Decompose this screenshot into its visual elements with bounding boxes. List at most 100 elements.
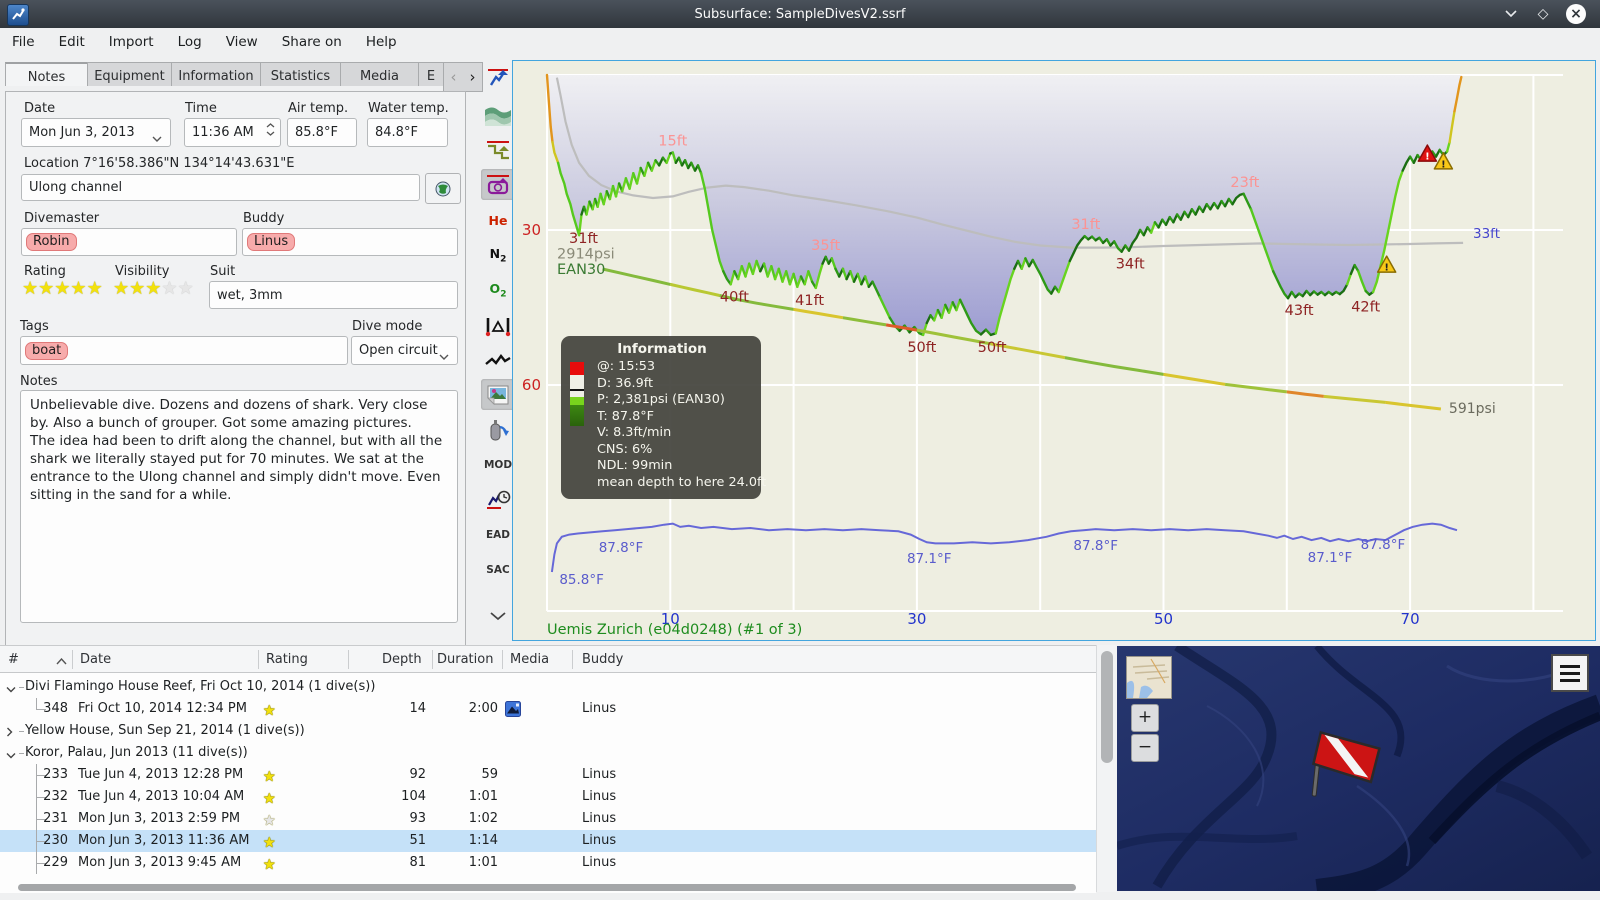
toolbar-scroll-down-icon[interactable] [481, 601, 515, 632]
dive-list-horizontal-scrollbar[interactable] [18, 884, 1076, 891]
column-separator[interactable] [502, 650, 503, 669]
divemode-select[interactable]: Open circuit [351, 336, 458, 365]
toolbar-mod-icon[interactable]: MOD [483, 458, 513, 471]
dive-list-vertical-scrollbar[interactable] [1096, 645, 1117, 892]
watertemp-field[interactable]: 84.8°F [367, 118, 448, 147]
column-header-depth[interactable]: Depth [382, 652, 422, 667]
media-photo-icon[interactable] [505, 701, 521, 721]
buddy-field[interactable]: Linus [242, 228, 458, 256]
tags-field[interactable]: boat [20, 336, 348, 365]
visibility-stars[interactable]: ★★★★★ [113, 278, 194, 299]
svg-text:85.8°F: 85.8°F [559, 572, 604, 588]
collapse-arrow-icon[interactable] [6, 682, 16, 697]
tags-label: Tags [20, 319, 49, 334]
close-button[interactable]: × [1566, 4, 1586, 24]
toolbar-ruler-icon[interactable] [481, 310, 515, 341]
airtemp-field[interactable]: 85.8°F [287, 118, 357, 147]
menu-edit[interactable]: Edit [58, 34, 85, 50]
minimize-button[interactable] [1500, 3, 1522, 25]
column-header-rating[interactable]: Rating [266, 652, 308, 667]
column-separator[interactable] [572, 650, 573, 669]
toolbar-nitrogen-icon[interactable]: N2 [489, 246, 507, 265]
tab-scroll-left-icon[interactable]: ‹ [450, 68, 457, 86]
tag-chip[interactable]: boat [25, 341, 69, 360]
collapse-arrow-icon[interactable] [6, 748, 16, 763]
toolbar-dc-ceiling-icon[interactable] [481, 169, 515, 200]
tab-notes[interactable]: Notes [5, 62, 87, 86]
column-header-duration[interactable]: Duration [437, 652, 494, 667]
column-separator[interactable] [72, 650, 73, 669]
toolbar-heartrate-icon[interactable] [481, 345, 515, 376]
scrollbar-thumb[interactable] [1101, 651, 1113, 763]
dive-row-230[interactable]: 230 Mon Jun 3, 2013 11:36 AM 51 1:14 Linus ★ ★… [0, 830, 1096, 852]
rating-stars[interactable]: ★★★★★ [22, 278, 103, 299]
column-header-num[interactable]: # [8, 652, 19, 667]
suit-field[interactable]: wet, 3mm [209, 281, 458, 309]
dive-row-232[interactable]: 232 Tue Jun 4, 2013 10:04 AM 104 1:01 Linus ★… [0, 786, 1096, 808]
dive-row-231[interactable]: 231 Mon Jun 3, 2013 2:59 PM 93 1:02 Linus ★ ★ ★… [0, 808, 1096, 830]
maximize-button[interactable]: ◇ [1537, 6, 1549, 22]
dive-row-233[interactable]: 233 Tue Jun 4, 2013 12:28 PM 92 59 Linus ★ ★ ★ ★… [0, 764, 1096, 786]
map-menu-button[interactable] [1551, 654, 1589, 692]
column-separator[interactable] [432, 650, 433, 669]
menu-file[interactable]: File [12, 34, 35, 50]
map-overview-thumbnail[interactable] [1126, 656, 1172, 699]
column-header-date[interactable]: Date [80, 652, 112, 667]
notes-textarea[interactable]: Unbelievable dive. Dozens and dozens of … [20, 390, 458, 623]
dive-profile-panel[interactable]: 10 30 50 70 30 60 15ft 40ft 41ft 35ft 50ft 50ft 31ft… [512, 60, 1596, 641]
toolbar-oxygen-icon[interactable]: O2 [489, 281, 507, 300]
tab-media[interactable]: Media [340, 62, 418, 86]
column-header-buddy[interactable]: Buddy [582, 652, 624, 667]
menu-share-on[interactable]: Share on [281, 34, 342, 50]
dive-trip-row[interactable]: Divi Flamingo House Reef, Fri Oct 10, 20… [0, 676, 1096, 698]
toolbar-photos-icon[interactable] [481, 379, 515, 410]
toolbar-dc-ascent-icon[interactable] [481, 62, 515, 93]
time-spinner[interactable] [266, 123, 275, 136]
menu-log[interactable]: Log [177, 34, 202, 50]
map-globe-button[interactable] [425, 173, 461, 204]
column-separator[interactable] [348, 650, 349, 669]
tab-scroll-buttons[interactable]: ‹ › [443, 62, 483, 92]
menu-help[interactable]: Help [365, 34, 397, 50]
tab-e[interactable]: E [418, 62, 443, 86]
menu-import[interactable]: Import [108, 34, 154, 50]
profile-danger-icon[interactable]: ! [1417, 144, 1438, 163]
map-zoom-in-button[interactable]: + [1131, 704, 1159, 732]
divemaster-chip[interactable]: Robin [26, 233, 77, 251]
dive-trip-row[interactable]: Yellow House, Sun Sep 21, 2014 (1 dive(s… [0, 720, 1096, 742]
expand-arrow-icon[interactable] [6, 726, 13, 741]
dive-trip-row[interactable]: Koror, Palau, Jun 2013 (11 dive(s)) [0, 742, 1096, 764]
buddy-chip[interactable]: Linus [247, 233, 296, 251]
toolbar-ndl-icon[interactable] [481, 484, 515, 515]
toolbar-helium-icon[interactable]: He [488, 213, 508, 228]
tree-line [19, 687, 24, 688]
watertemp-label: Water temp. [368, 101, 449, 116]
toolbar-tank-icon[interactable] [481, 414, 515, 445]
location-field[interactable]: Ulong channel [21, 174, 420, 201]
dive-site-map[interactable]: + − [1117, 646, 1600, 891]
profile-warning-icon[interactable]: ! [1433, 152, 1454, 171]
toolbar-ead-icon[interactable]: EAD [485, 528, 510, 541]
tree-line [36, 775, 46, 776]
trip-label: Yellow House, Sun Sep 21, 2014 (1 dive(s… [25, 723, 305, 738]
time-field[interactable]: 11:36 AM [184, 118, 281, 147]
toolbar-sac-icon[interactable]: SAC [486, 563, 510, 576]
star-icon: ★ [263, 769, 276, 785]
divemaster-field[interactable]: Robin [21, 228, 237, 256]
dive-row-229[interactable]: 229 Mon Jun 3, 2013 9:45 AM 81 1:01 Linus ★ ★ ★… [0, 852, 1096, 874]
toolbar-waves-icon[interactable] [481, 99, 515, 130]
toolbar-ceiling-icon[interactable] [481, 134, 515, 165]
column-separator[interactable] [258, 650, 259, 669]
tab-information[interactable]: Information [171, 62, 260, 86]
tab-equipment[interactable]: Equipment [87, 62, 171, 86]
tab-statistics[interactable]: Statistics [260, 62, 340, 86]
date-field[interactable]: Mon Jun 3, 2013 [21, 118, 171, 147]
tab-scroll-right-icon[interactable]: › [469, 68, 476, 86]
menu-view[interactable]: View [225, 34, 258, 50]
map-zoom-out-button[interactable]: − [1131, 734, 1159, 762]
star-icon: ★ [263, 813, 276, 829]
dive-row-348[interactable]: 348 Fri Oct 10, 2014 12:34 PM 14 2:00 Linus ★… [0, 698, 1096, 720]
profile-warning-icon[interactable]: ! [1376, 255, 1397, 274]
column-header-media[interactable]: Media [510, 652, 550, 667]
dive-site-flag-marker[interactable] [1310, 730, 1381, 802]
